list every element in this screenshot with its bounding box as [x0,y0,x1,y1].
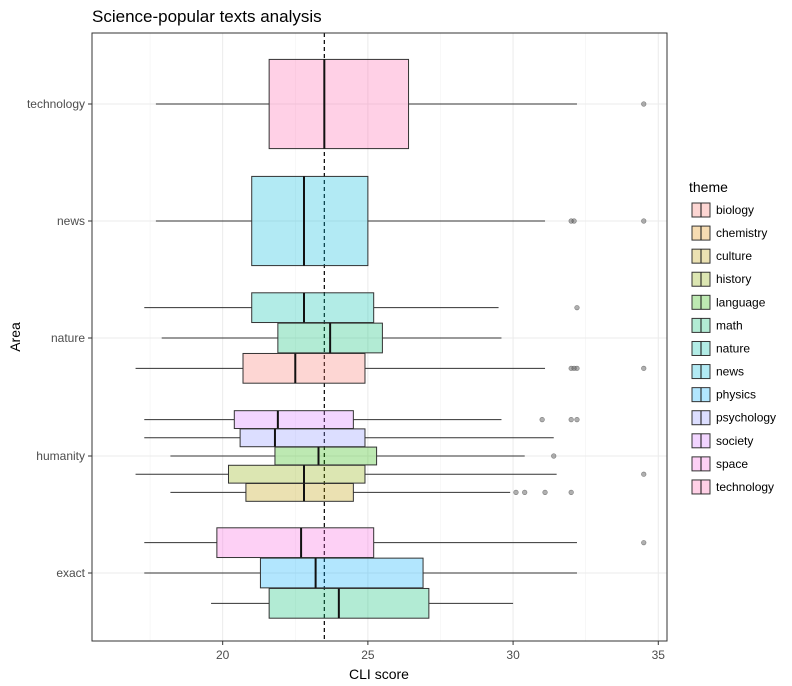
outlier-point [574,305,580,311]
legend-title: theme [689,179,728,195]
box-society [233,410,354,430]
legend-label-technology: technology [716,480,774,494]
outlier-point [641,218,647,224]
outlier-point [641,365,647,371]
outlier-point [568,365,574,371]
outlier-point [539,417,545,423]
legend-label-nature: nature [716,341,750,355]
x-axis-title: CLI score [349,666,409,682]
box-culture [245,482,354,502]
outlier-point [568,417,574,423]
y-tick-label: humanity [36,449,85,463]
box-space [216,527,375,559]
legend-label-language: language [716,295,766,309]
box-language [274,446,378,466]
outlier-point [641,101,647,107]
panel-border [91,32,668,642]
box-nature [251,292,375,324]
legend-label-news: news [716,365,744,379]
legend-label-physics: physics [716,388,756,402]
outlier-point [568,218,574,224]
box-biology [242,352,366,384]
box-math [268,587,430,619]
x-tick-label: 35 [652,648,666,662]
y-tick-label: nature [51,331,85,345]
outlier-point [551,453,557,459]
outlier-point [542,489,548,496]
axis-layer: 20 25 30 35 technology news nature humanity exac… [27,97,665,662]
outlier-point [571,365,577,371]
outlier-point [641,540,647,546]
x-tick-label: 30 [506,648,520,662]
legend-label-history: history [716,272,751,286]
y-axis-title: Area [7,322,23,352]
y-tick-label: news [57,214,85,228]
box-layer [135,58,647,619]
legend-label-culture: culture [716,249,752,263]
outlier-point [571,218,577,224]
outlier-point [522,489,528,496]
x-tick-label: 25 [361,648,375,662]
chart-title: Science-popular texts analysis [92,7,322,26]
box-technology [268,58,410,150]
legend-label-psychology: psychology [716,411,776,425]
outlier-point [574,417,580,423]
legend-label-biology: biology [716,203,754,217]
box-psychology [239,428,366,448]
outlier-point [568,489,574,496]
outlier-point [513,489,519,496]
legend-label-math: math [716,318,743,332]
legend: theme biology chemistry culture history lang… [689,179,776,495]
y-tick-label: technology [27,97,85,111]
box-history [227,464,366,484]
x-tick-label: 20 [216,648,230,662]
legend-label-space: space [716,457,748,471]
legend-label-chemistry: chemistry [716,226,767,240]
outlier-point [574,365,580,371]
y-tick-label: exact [56,566,85,580]
legend-label-society: society [716,434,753,448]
box-news [251,175,369,267]
outlier-point [641,471,647,477]
box-physics [259,557,424,589]
